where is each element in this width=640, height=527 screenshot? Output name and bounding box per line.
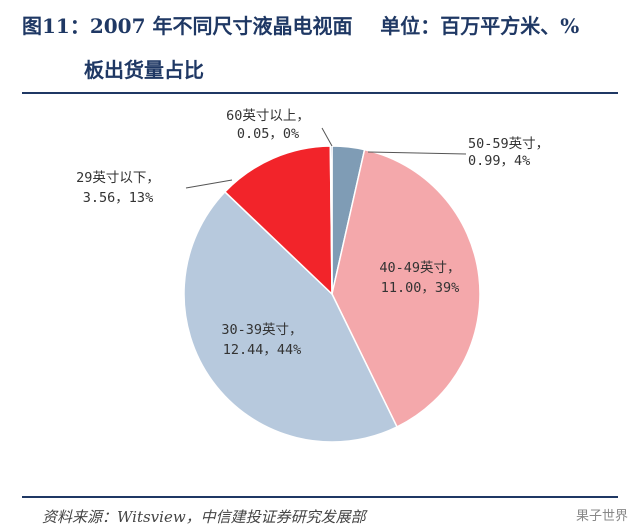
source-note: 资料来源：Witsview，中信建投证券研究发展部 bbox=[42, 508, 366, 526]
title-divider bbox=[22, 92, 618, 94]
leader-line bbox=[321, 127, 333, 147]
chart-title-line-2: 板出货量占比 bbox=[84, 58, 204, 82]
footer-divider bbox=[22, 496, 618, 498]
slice-label: 40-49英寸， 11.00，39% bbox=[379, 259, 460, 296]
slice-30-39 bbox=[183, 190, 399, 443]
pie-slices bbox=[183, 145, 481, 443]
slice-29-below bbox=[223, 145, 333, 296]
chart-title-line-1: 图11：2007 年不同尺寸液晶电视面 单位：百万平方米、% bbox=[22, 14, 580, 38]
slice-40-49 bbox=[331, 148, 481, 428]
slice-label: 29英寸以下， 3.56，13% bbox=[76, 169, 160, 206]
watermark: 果子世界 bbox=[575, 509, 628, 524]
slice-label: 30-39英寸， 12.44，44% bbox=[221, 321, 302, 358]
slice-label: 50-59英寸， 0.99，4% bbox=[468, 135, 549, 169]
leader-line bbox=[367, 151, 467, 155]
slice-label: 60英寸以上， 0.05，0% bbox=[226, 107, 310, 142]
leader-line bbox=[185, 179, 233, 189]
leader-lines bbox=[185, 127, 467, 189]
slice-labels: 50-59英寸， 0.99，4% 40-49英寸， 11.00，39% 30-39英寸，… bbox=[76, 107, 549, 358]
